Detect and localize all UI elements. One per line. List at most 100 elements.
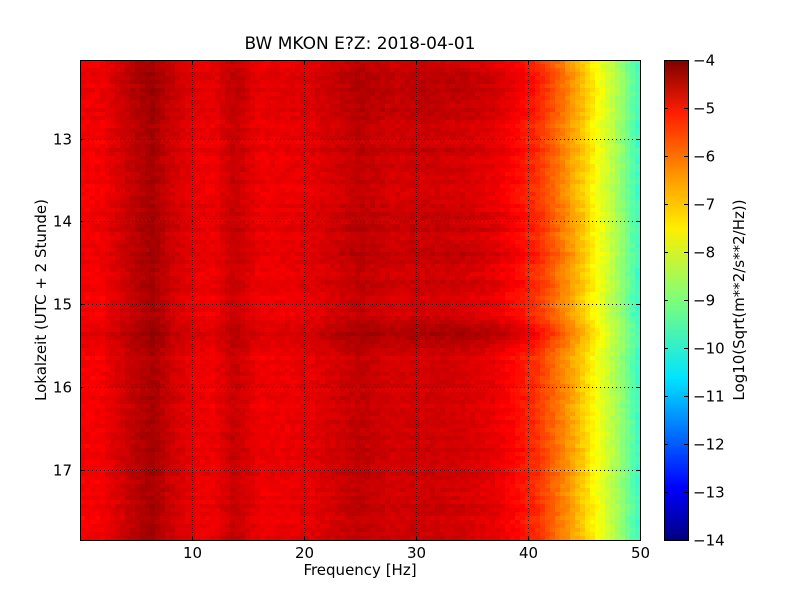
heatmap-cell [85, 216, 91, 221]
heatmap-cell [220, 64, 226, 69]
heatmap-cell [200, 220, 206, 225]
heatmap-cell [325, 188, 331, 193]
heatmap-cell [150, 80, 156, 85]
heatmap-cell [390, 164, 396, 169]
heatmap-cell [555, 116, 561, 121]
heatmap-cell [80, 216, 86, 221]
heatmap-cell [455, 100, 461, 105]
heatmap-cell [85, 132, 91, 137]
heatmap-cell [610, 136, 616, 141]
heatmap-cell [380, 212, 386, 217]
heatmap-cell [475, 60, 481, 65]
heatmap-cell [345, 204, 351, 209]
heatmap-cell [245, 64, 251, 69]
heatmap-cell [555, 80, 561, 85]
heatmap-cell [515, 104, 521, 109]
heatmap-cell [400, 196, 406, 201]
heatmap-cell [300, 192, 306, 197]
heatmap-cell [540, 148, 546, 153]
heatmap-cell [595, 176, 601, 181]
heatmap-cell [615, 156, 621, 161]
heatmap-cell [115, 156, 121, 161]
heatmap-cell [180, 188, 186, 193]
heatmap-cell [410, 68, 416, 73]
heatmap-cell [630, 100, 636, 105]
heatmap-cell [625, 144, 631, 149]
heatmap-cell [470, 164, 476, 169]
heatmap-cell [270, 220, 276, 225]
heatmap-cell [85, 136, 91, 141]
heatmap-cell [470, 152, 476, 157]
heatmap-cell [225, 208, 231, 213]
heatmap-cell [220, 164, 226, 169]
heatmap-cell [90, 116, 96, 121]
heatmap-cell [490, 72, 496, 77]
heatmap-cell [605, 176, 611, 181]
heatmap-cell [320, 160, 326, 165]
heatmap-cell [140, 104, 146, 109]
heatmap-cell [225, 132, 231, 137]
heatmap-cell [95, 180, 101, 185]
heatmap-cell [235, 160, 241, 165]
heatmap-cell [175, 100, 181, 105]
heatmap-cell [410, 168, 416, 173]
heatmap-cell [500, 96, 506, 101]
heatmap-cell [510, 104, 516, 109]
heatmap-cell [265, 192, 271, 197]
heatmap-cell [460, 128, 466, 133]
heatmap-cell [420, 104, 426, 109]
heatmap-cell [620, 232, 626, 237]
heatmap-cell [500, 152, 506, 157]
heatmap-cell [370, 152, 376, 157]
heatmap-cell [315, 72, 321, 77]
heatmap-cell [150, 144, 156, 149]
heatmap-cell [470, 188, 476, 193]
heatmap-cell [330, 144, 336, 149]
heatmap-cell [95, 204, 101, 209]
heatmap-cell [535, 212, 541, 217]
heatmap-cell [420, 68, 426, 73]
heatmap-cell [80, 184, 86, 189]
heatmap-cell [595, 152, 601, 157]
heatmap-cell [365, 132, 371, 137]
heatmap-cell [410, 224, 416, 229]
heatmap-cell [615, 176, 621, 181]
heatmap-cell [80, 84, 86, 89]
heatmap-cell [165, 196, 171, 201]
heatmap-cell [530, 120, 536, 125]
heatmap-cell [380, 128, 386, 133]
heatmap-cell [240, 232, 246, 237]
heatmap-cell [105, 108, 111, 113]
heatmap-cell [630, 216, 636, 221]
heatmap-cell [525, 220, 531, 225]
heatmap-cell [280, 116, 286, 121]
heatmap-cell [295, 224, 301, 229]
heatmap-cell [485, 132, 491, 137]
heatmap-cell [500, 140, 506, 145]
heatmap-cell [440, 80, 446, 85]
heatmap-cell [260, 208, 266, 213]
heatmap-cell [180, 92, 186, 97]
heatmap-cell [240, 92, 246, 97]
heatmap-cell [285, 200, 291, 205]
heatmap-cell [400, 120, 406, 125]
heatmap-cell [590, 152, 596, 157]
heatmap-cell [595, 164, 601, 169]
heatmap-cell [300, 104, 306, 109]
heatmap-cell [310, 132, 316, 137]
heatmap-cell [375, 192, 381, 197]
heatmap-cell [270, 108, 276, 113]
heatmap-cell [130, 216, 136, 221]
heatmap-cell [320, 112, 326, 117]
heatmap-cell [490, 104, 496, 109]
heatmap-cell [350, 164, 356, 169]
heatmap-cell [340, 204, 346, 209]
heatmap-cell [615, 184, 621, 189]
heatmap-cell [450, 188, 456, 193]
heatmap-cell [375, 96, 381, 101]
heatmap-cell [365, 140, 371, 145]
heatmap-cell [625, 140, 631, 145]
heatmap-cell [275, 168, 281, 173]
heatmap-cell [115, 144, 121, 149]
heatmap-cell [255, 180, 261, 185]
